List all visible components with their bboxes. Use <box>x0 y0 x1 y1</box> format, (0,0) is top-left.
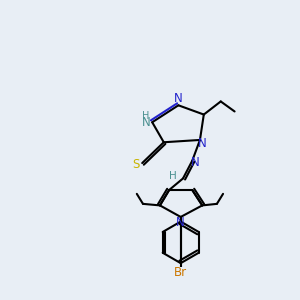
Text: N: N <box>198 137 207 150</box>
Text: N: N <box>176 216 185 229</box>
Text: N: N <box>191 156 200 169</box>
Text: S: S <box>132 158 140 171</box>
Text: H: H <box>169 171 177 181</box>
Text: N: N <box>142 116 150 129</box>
Text: Br: Br <box>174 266 187 279</box>
Text: H: H <box>142 111 150 121</box>
Text: N: N <box>174 92 183 105</box>
